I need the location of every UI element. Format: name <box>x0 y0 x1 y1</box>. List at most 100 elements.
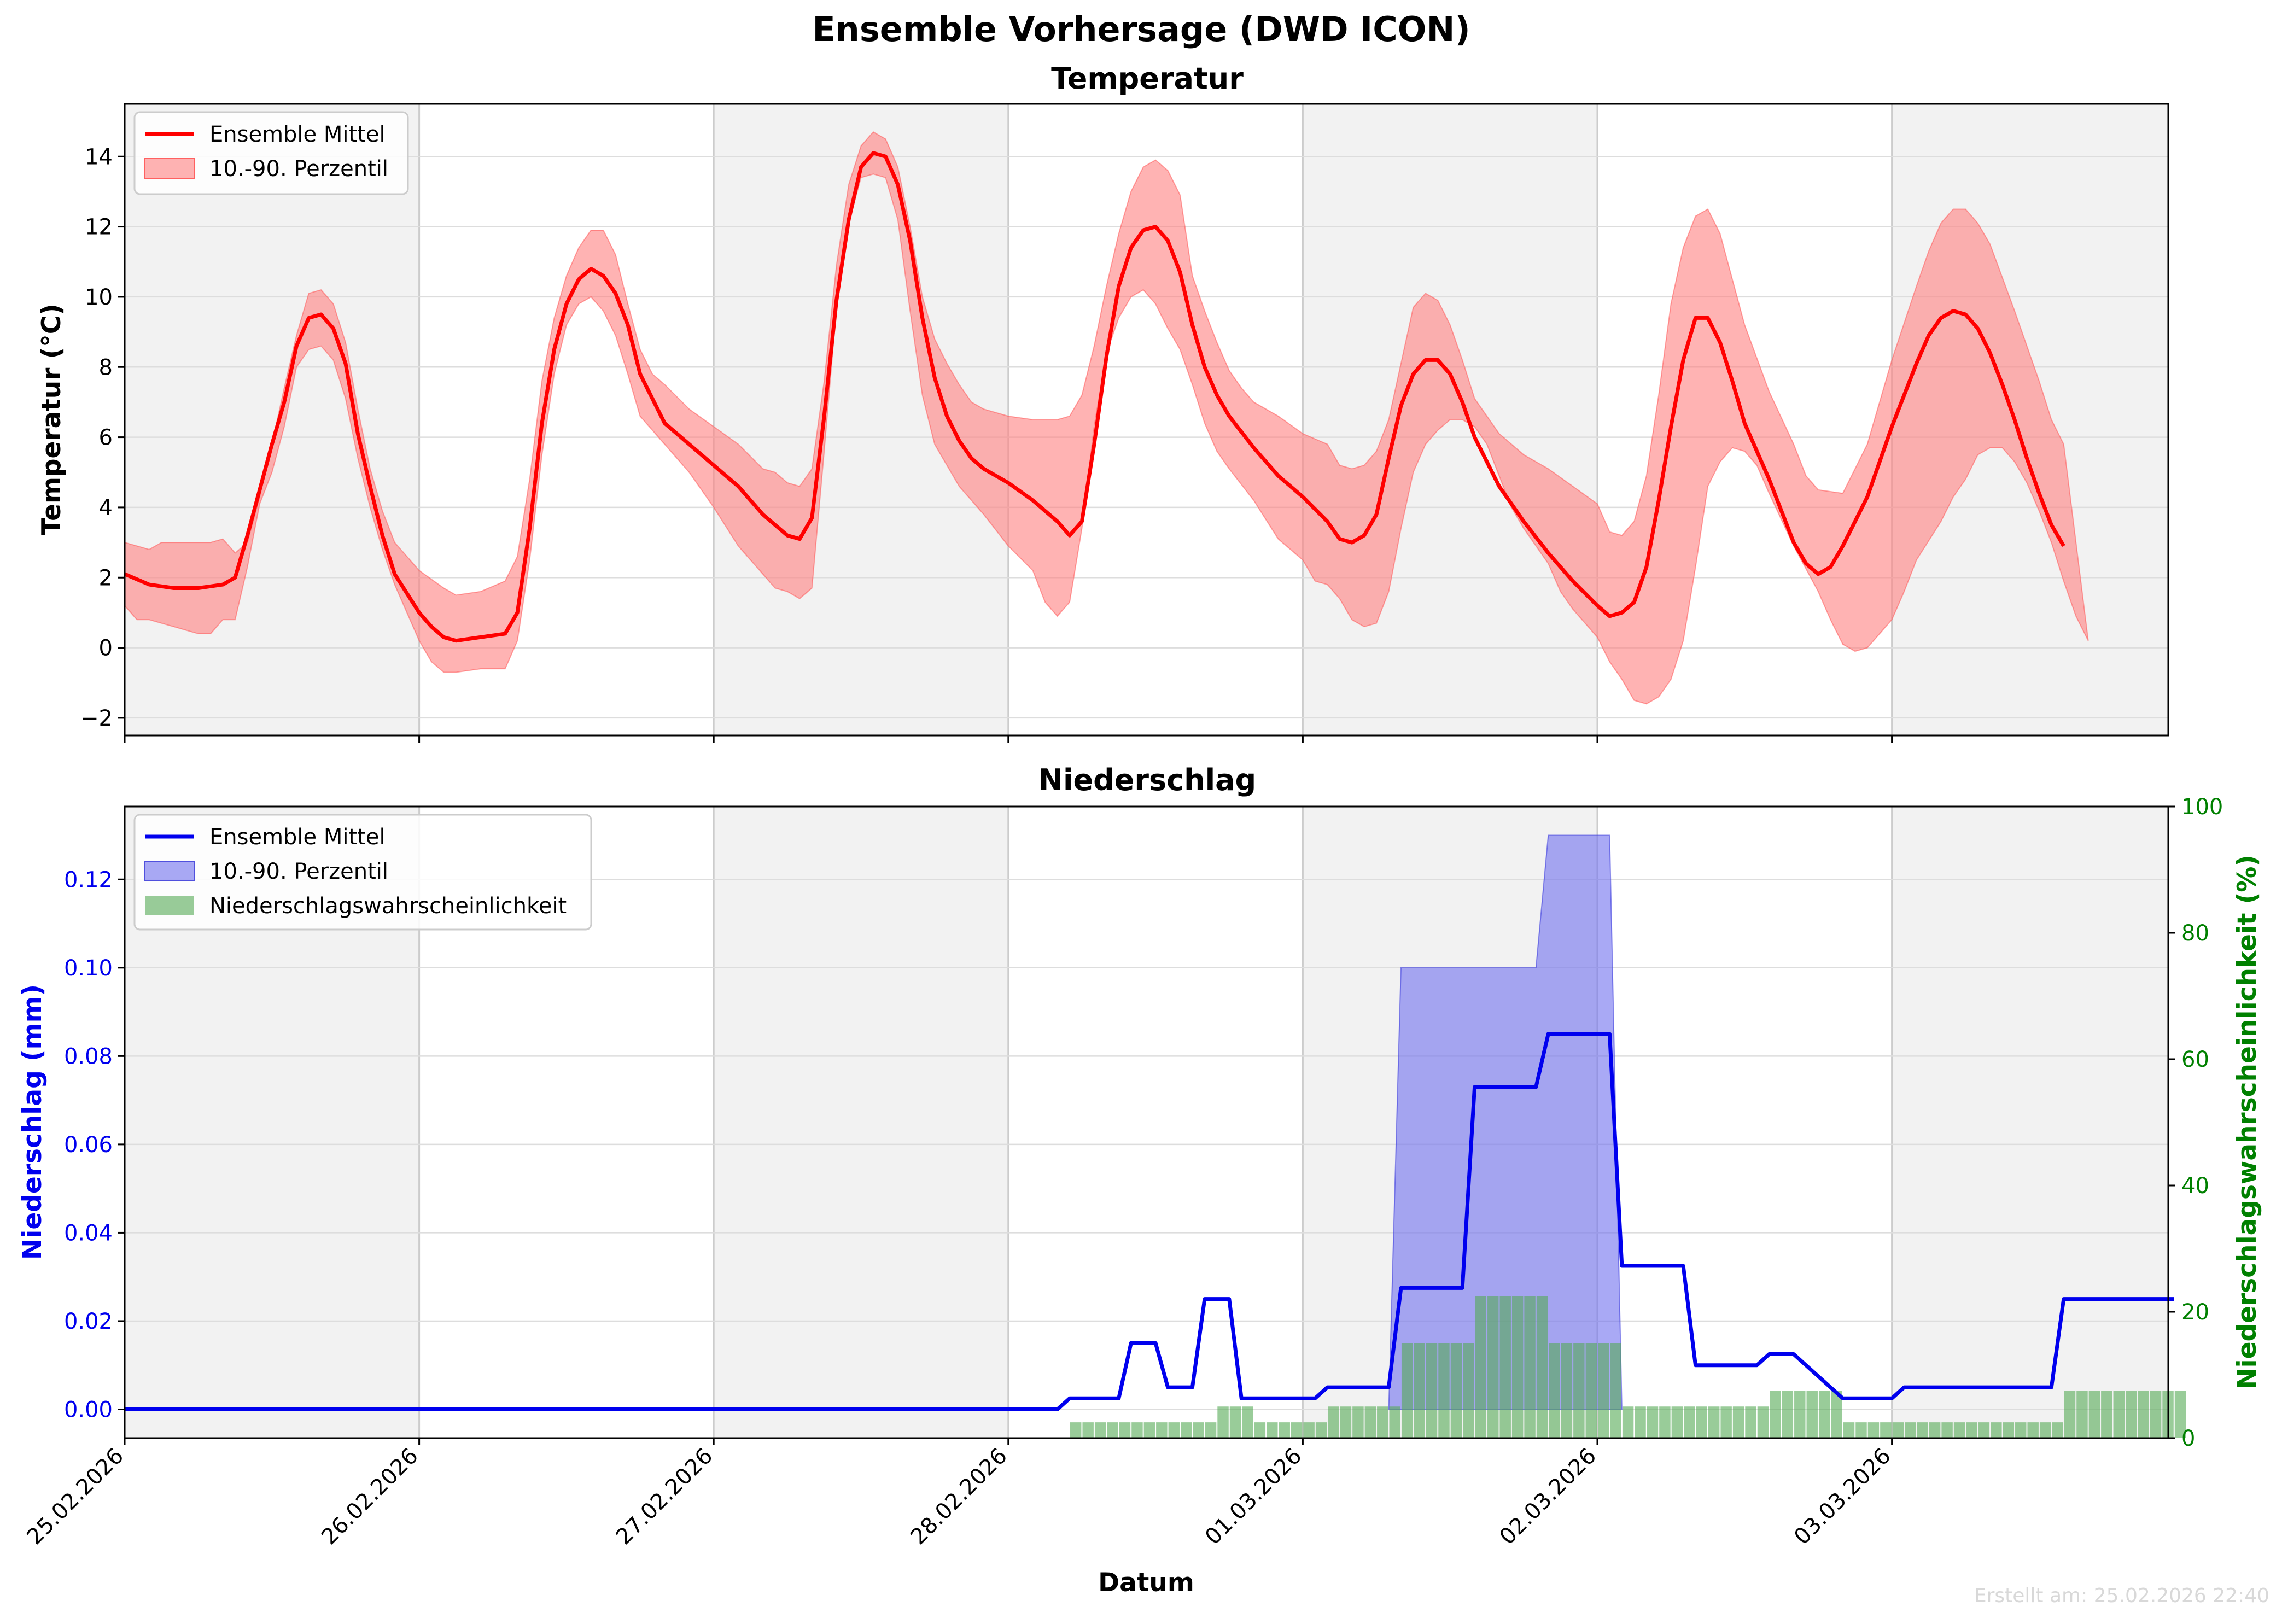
probability-bar <box>2015 1422 2027 1438</box>
y2-tick-label: 80 <box>2181 921 2209 946</box>
y-tick-label: 0.02 <box>64 1309 113 1334</box>
probability-bar <box>2039 1422 2051 1438</box>
day-shade <box>125 104 419 735</box>
precipitation-percentile-area <box>1388 834 1623 1410</box>
legend-band-swatch <box>144 861 195 881</box>
probability-bar <box>1487 1296 1499 1438</box>
probability-bar <box>1082 1422 1094 1438</box>
probability-bar <box>1229 1406 1241 1438</box>
probability-bar <box>2150 1391 2162 1438</box>
probability-bar <box>2138 1391 2149 1438</box>
probability-bar <box>1598 1343 1609 1438</box>
precipitation-y-ticks: 0.00 0.02 0.04 0.06 0.08 0.10 0.12 <box>64 867 125 1423</box>
probability-bar <box>1818 1391 1830 1438</box>
probability-bar <box>1831 1391 1842 1438</box>
probability-bar <box>1254 1422 1266 1438</box>
probability-bar <box>1585 1343 1597 1438</box>
probability-bar <box>1426 1343 1438 1438</box>
temperature-legend: Ensemble Mittel 10.-90. Perzentil <box>133 111 409 195</box>
temperature-panel: Temperatur −2 0 2 4 6 8 10 12 14 Temperatur (°C)… <box>37 61 2169 743</box>
temperature-x-ticks <box>124 735 1893 743</box>
probability-bar <box>1991 1422 2002 1438</box>
probability-bar <box>1978 1422 1990 1438</box>
temperature-mean-series <box>124 151 2065 643</box>
y-tick-label: 2 <box>99 565 113 591</box>
probability-bar <box>1070 1422 1082 1438</box>
y-tick-label: 8 <box>99 355 113 380</box>
y-tick-label: 0.08 <box>64 1044 113 1069</box>
probability-bar <box>1180 1422 1192 1438</box>
probability-bar <box>1094 1422 1106 1438</box>
probability-bar <box>1524 1296 1536 1438</box>
probability-bar <box>1622 1406 1634 1438</box>
x-tick-label: 01.03.2026 <box>1200 1444 1306 1550</box>
y-tick-label: 14 <box>85 144 113 170</box>
probability-bar <box>1917 1422 1928 1438</box>
figure-title: Ensemble Vorhersage (DWD ICON) <box>812 9 1470 49</box>
probability-bar <box>1757 1406 1769 1438</box>
x-tick-label: 03.03.2026 <box>1789 1444 1895 1550</box>
temperature-percentile-band <box>124 131 2089 705</box>
probability-bar <box>1843 1422 1855 1438</box>
legend-band-swatch <box>144 158 195 179</box>
probability-bar <box>1806 1391 1818 1438</box>
y-tick-label: 10 <box>85 285 113 310</box>
probability-bar <box>1966 1422 1977 1438</box>
probability-bar <box>1119 1422 1131 1438</box>
probability-bar <box>1536 1296 1548 1438</box>
probability-bar <box>1414 1343 1425 1438</box>
probability-bar <box>2101 1391 2112 1438</box>
precipitation-legend-box <box>133 814 592 931</box>
x-axis-label: Datum <box>1098 1568 1194 1598</box>
probability-bar <box>1438 1343 1450 1438</box>
probability-y-axis-label: Niederschlagswahrscheinlichkeit (%) <box>2232 855 2262 1389</box>
temperature-percentile-area <box>124 131 2089 705</box>
probability-bar <box>1610 1343 1621 1438</box>
probability-bar <box>1377 1406 1388 1438</box>
y-tick-label: 0 <box>99 636 113 661</box>
y2-tick-label: 0 <box>2181 1426 2195 1451</box>
y-tick-label: 0.06 <box>64 1132 113 1158</box>
probability-bar <box>1499 1296 1511 1438</box>
probability-bar <box>1635 1406 1646 1438</box>
probability-bar <box>1156 1422 1168 1438</box>
created-timestamp: Erstellt am: 25.02.2026 22:40 <box>1974 1585 2269 1607</box>
probability-bar <box>1131 1422 1143 1438</box>
probability-bar <box>1291 1422 1303 1438</box>
probability-bar <box>1953 1422 1965 1438</box>
precipitation-legend: Ensemble Mittel 10.-90. Perzentil Nieder… <box>133 814 592 931</box>
legend-entry-percentile: 10.-90. Perzentil <box>209 156 388 182</box>
y-tick-label: 0.00 <box>64 1398 113 1423</box>
precipitation-x-ticks: 25.02.2026 26.02.2026 27.02.2026 28.02.2026… <box>22 1438 1896 1550</box>
probability-bar <box>1364 1406 1376 1438</box>
x-tick-label: 25.02.2026 <box>22 1444 129 1550</box>
probability-bar <box>2027 1422 2039 1438</box>
probability-bar <box>1401 1343 1413 1438</box>
probability-bar <box>1450 1343 1462 1438</box>
legend-bar-swatch <box>145 896 194 915</box>
probability-bar <box>2064 1391 2076 1438</box>
probability-bar <box>1328 1406 1339 1438</box>
x-tick-label: 02.03.2026 <box>1495 1444 1601 1550</box>
probability-bar <box>1267 1422 1278 1438</box>
probability-bar <box>1303 1422 1315 1438</box>
probability-bar <box>2125 1391 2137 1438</box>
temperature-plot-frame <box>124 103 2169 737</box>
y2-tick-label: 100 <box>2181 795 2223 820</box>
probability-bar <box>1242 1406 1253 1438</box>
y2-tick-label: 20 <box>2181 1300 2209 1325</box>
probability-bar <box>1168 1422 1180 1438</box>
probability-bar <box>1217 1406 1229 1438</box>
probability-bar <box>1929 1422 1941 1438</box>
probability-bar <box>1770 1391 1781 1438</box>
probability-bar <box>1573 1343 1585 1438</box>
precipitation-y-axis-label: Niederschlag (mm) <box>17 984 48 1260</box>
probability-bar <box>1647 1406 1659 1438</box>
y2-tick-label: 40 <box>2181 1173 2209 1199</box>
day-shade <box>1892 807 2168 1438</box>
probability-bar <box>1352 1406 1364 1438</box>
probability-bar <box>1340 1406 1352 1438</box>
probability-bar <box>1720 1406 1732 1438</box>
y-tick-label: 0.10 <box>64 956 113 981</box>
